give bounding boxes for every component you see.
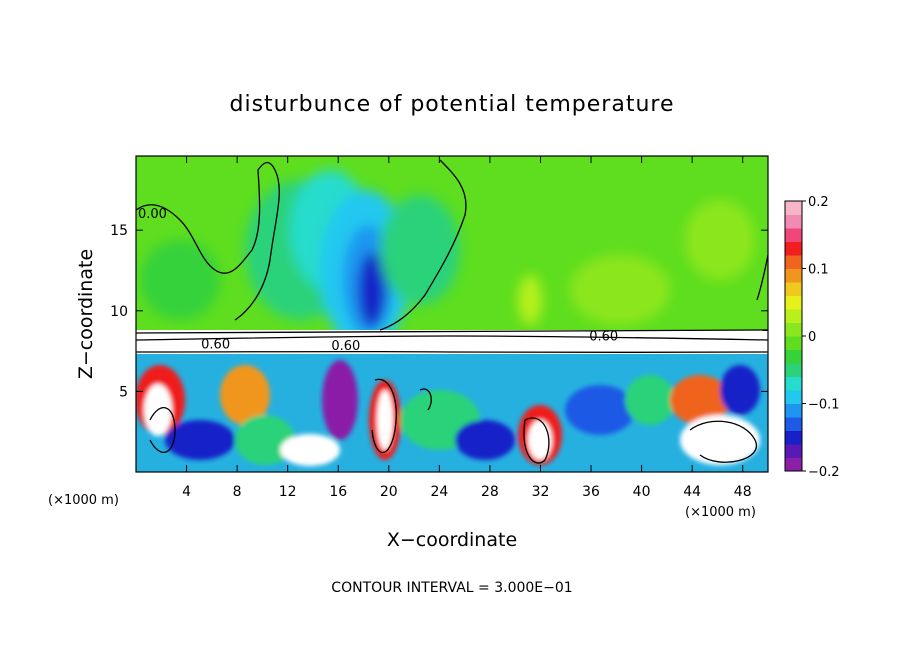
contour-line — [419, 388, 432, 411]
colorbar-swatch — [785, 309, 802, 323]
x-axis: 4 8 12 16 20 24 28 32 36 40 44 48 — [182, 156, 752, 500]
contour-line — [136, 335, 768, 341]
colorbar-swatch — [785, 268, 802, 283]
x-tick-label: 4 — [182, 484, 191, 500]
contour-line — [371, 378, 397, 453]
colorbar — [784, 200, 803, 472]
colorbar-tick-label: −0.1 — [808, 398, 840, 413]
y-tick-label: 15 — [110, 223, 128, 239]
y-axis: 5 10 15 — [110, 223, 768, 400]
tropopause-band — [136, 330, 768, 354]
colorbar-swatch — [785, 390, 802, 404]
colorbar-tick-label: 0.1 — [808, 263, 829, 278]
colorbar-tick-label: 0 — [808, 330, 816, 345]
z-unit-label: (×1000 m) — [48, 493, 119, 508]
x-tick-label: 32 — [532, 484, 550, 500]
x-tick-label: 36 — [582, 484, 600, 500]
contour-labels: 0.00 0.60 0.60 0.60 — [138, 207, 618, 354]
contour-line — [379, 159, 467, 331]
plot-frame — [135, 155, 769, 473]
colorbar-swatch — [785, 336, 802, 350]
chart-title: disturbunce of potential temperature — [230, 92, 675, 117]
x-axis-label: X−coordinate — [387, 529, 517, 551]
colorbar-swatch — [785, 417, 802, 431]
plot-area — [136, 156, 768, 472]
colorbar-swatch — [785, 363, 802, 377]
y-tick-label: 10 — [110, 304, 128, 320]
contour-line — [756, 254, 768, 301]
colorbar-swatch — [785, 349, 802, 364]
x-tick-label: 48 — [734, 484, 752, 500]
y-tick-label: 5 — [119, 384, 128, 400]
colorbar-swatch — [785, 322, 802, 337]
x-tick-label: 28 — [481, 484, 499, 500]
colorbar-swatch — [785, 295, 802, 310]
upper-layer-anomalies — [140, 170, 755, 350]
contour-line — [149, 407, 176, 453]
contour-label: 0.60 — [201, 338, 230, 353]
colorbar-swatch — [785, 444, 802, 458]
contour-interval-label: CONTOUR INTERVAL = 3.000E−01 — [331, 580, 572, 596]
x-tick-label: 44 — [683, 484, 701, 500]
colorbar-swatch — [785, 430, 802, 445]
colorbar-tick-label: 0.2 — [808, 195, 829, 210]
colorbar-swatch — [785, 241, 802, 256]
colorbar-swatch — [785, 376, 802, 391]
colorbar-tick-label: −0.2 — [808, 465, 840, 480]
colorbar-swatch — [785, 255, 802, 269]
colorbar-swatch — [785, 457, 802, 472]
colorbar-swatch — [785, 201, 802, 215]
colorbar-swatch — [785, 214, 802, 229]
x-tick-label: 8 — [233, 484, 242, 500]
x-unit-label: (×1000 m) — [685, 505, 756, 520]
x-tick-label: 40 — [633, 484, 651, 500]
colorbar-swatch — [785, 228, 802, 242]
x-tick-label: 16 — [329, 484, 347, 500]
contour-line — [136, 329, 768, 334]
colorbar-ticks: 0.2 0.1 0 −0.1 −0.2 — [802, 195, 840, 480]
contour-line — [523, 417, 550, 464]
contour-lines — [136, 159, 768, 464]
colorbar-swatch — [785, 282, 802, 296]
contour-label: 0.60 — [589, 330, 618, 345]
contour-label: 0.60 — [331, 339, 360, 354]
contour-line — [136, 350, 768, 354]
x-tick-label: 20 — [380, 484, 398, 500]
x-tick-label: 24 — [430, 484, 448, 500]
colorbar-swatch — [785, 403, 802, 418]
x-tick-label: 12 — [279, 484, 297, 500]
y-axis-label: Z−coordinate — [75, 249, 97, 379]
contour-line — [136, 161, 280, 321]
contour-label: 0.00 — [138, 207, 167, 222]
contour-line — [689, 420, 758, 463]
